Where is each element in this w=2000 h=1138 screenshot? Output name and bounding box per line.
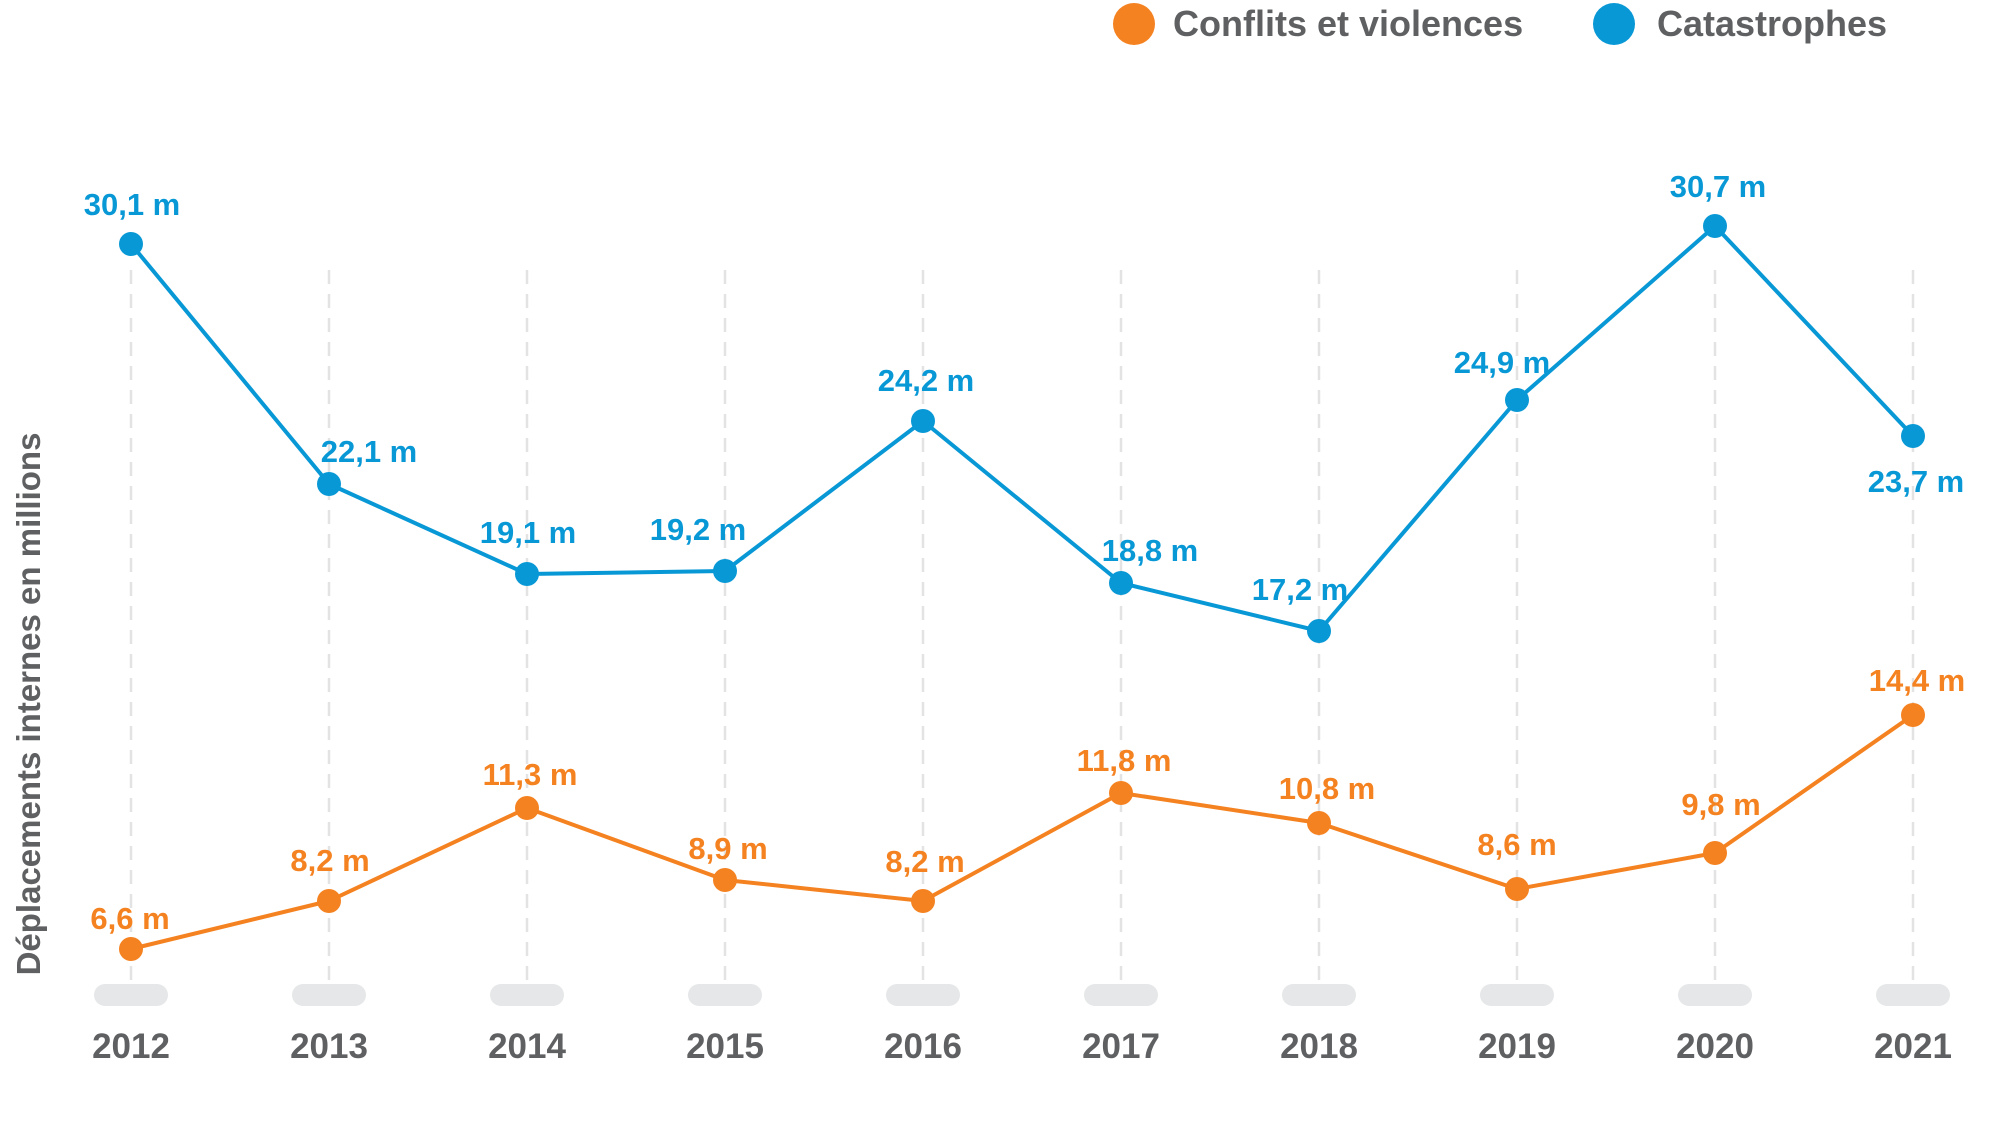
data-label-catastrophes: 19,2 m (650, 512, 747, 547)
data-point-catastrophes[interactable] (911, 409, 935, 433)
x-axis-pill (886, 984, 960, 1006)
data-label-conflits: 8,2 m (290, 843, 369, 878)
x-axis-pill (94, 984, 168, 1006)
x-tick-label: 2018 (1280, 1027, 1358, 1066)
data-label-conflits: 6,6 m (90, 901, 169, 936)
x-axis-tick-labels: 2012 2013 2014 2015 2016 2017 2018 2019 2020 2021 (92, 1027, 1952, 1066)
data-point-conflits[interactable] (119, 937, 143, 961)
data-point-catastrophes[interactable] (713, 559, 737, 583)
data-point-catastrophes[interactable] (1307, 619, 1331, 643)
series-lines (129, 224, 1915, 951)
data-label-conflits: 11,3 m (483, 757, 578, 792)
data-point-conflits[interactable] (1307, 811, 1331, 835)
data-label-catastrophes: 18,8 m (1102, 533, 1199, 568)
x-tick-label: 2016 (884, 1027, 962, 1066)
x-axis-pill (1084, 984, 1158, 1006)
legend-blue-circle-icon (1593, 3, 1635, 45)
data-label-conflits: 9,8 m (1681, 787, 1760, 822)
data-label-catastrophes: 24,9 m (1454, 345, 1551, 380)
x-axis-pill (1282, 984, 1356, 1006)
x-axis-pill (490, 984, 564, 1006)
data-point-conflits[interactable] (1901, 703, 1925, 727)
legend: Conflits et violences Catastrophes (1113, 3, 1887, 45)
data-label-catastrophes: 30,1 m (84, 187, 181, 222)
data-point-catastrophes[interactable] (515, 562, 539, 586)
data-label-catastrophes: 17,2 m (1252, 572, 1349, 607)
data-label-conflits: 11,8 m (1077, 743, 1172, 778)
data-label-catastrophes: 19,1 m (480, 515, 577, 550)
data-label-catastrophes: 30,7 m (1670, 169, 1767, 204)
x-axis-pill (292, 984, 366, 1006)
x-axis-pill (1480, 984, 1554, 1006)
legend-item-conflits[interactable]: Conflits et violences (1113, 3, 1523, 45)
x-axis-pill (1678, 984, 1752, 1006)
x-tick-label: 2020 (1676, 1027, 1754, 1066)
data-point-conflits[interactable] (713, 868, 737, 892)
x-axis-pills (94, 984, 1950, 1006)
data-point-conflits[interactable] (515, 796, 539, 820)
data-label-conflits: 8,6 m (1477, 827, 1556, 862)
gridlines (129, 270, 1915, 985)
data-point-conflits[interactable] (1109, 781, 1133, 805)
x-axis-pill (688, 984, 762, 1006)
legend-label-conflits: Conflits et violences (1173, 3, 1523, 44)
data-label-catastrophes: 24,2 m (878, 363, 975, 398)
x-tick-label: 2021 (1874, 1027, 1952, 1066)
series-line-conflits (129, 713, 1915, 951)
data-point-conflits[interactable] (911, 889, 935, 913)
data-point-catastrophes[interactable] (1901, 424, 1925, 448)
x-tick-label: 2012 (92, 1027, 170, 1066)
data-point-conflits[interactable] (1505, 877, 1529, 901)
data-labels: 6,6 m 8,2 m 11,3 m 8,9 m 8,2 m 11,8 m 10,8 m 8,… (84, 169, 1966, 936)
data-point-conflits[interactable] (1703, 841, 1727, 865)
legend-label-catastrophes: Catastrophes (1657, 3, 1887, 44)
legend-orange-circle-icon (1113, 3, 1155, 45)
x-tick-label: 2019 (1478, 1027, 1556, 1066)
data-point-catastrophes[interactable] (1505, 388, 1529, 412)
legend-item-catastrophes[interactable]: Catastrophes (1593, 3, 1887, 45)
series-points (119, 214, 1925, 961)
x-axis-pill (1876, 984, 1950, 1006)
y-axis-label: Déplacements internes en millions (10, 433, 47, 976)
x-tick-label: 2015 (686, 1027, 764, 1066)
series-line-catastrophes (129, 224, 1915, 633)
data-point-catastrophes[interactable] (119, 232, 143, 256)
data-point-conflits[interactable] (317, 889, 341, 913)
data-point-catastrophes[interactable] (317, 472, 341, 496)
data-label-catastrophes: 23,7 m (1868, 464, 1965, 499)
x-tick-label: 2017 (1082, 1027, 1160, 1066)
data-point-catastrophes[interactable] (1109, 571, 1133, 595)
data-label-catastrophes: 22,1 m (321, 434, 418, 469)
data-label-conflits: 8,2 m (885, 844, 964, 879)
data-point-catastrophes[interactable] (1703, 214, 1727, 238)
data-label-conflits: 10,8 m (1279, 771, 1376, 806)
x-tick-label: 2014 (488, 1027, 566, 1066)
data-label-conflits: 14,4 m (1869, 663, 1966, 698)
x-tick-label: 2013 (290, 1027, 368, 1066)
data-label-conflits: 8,9 m (688, 831, 767, 866)
